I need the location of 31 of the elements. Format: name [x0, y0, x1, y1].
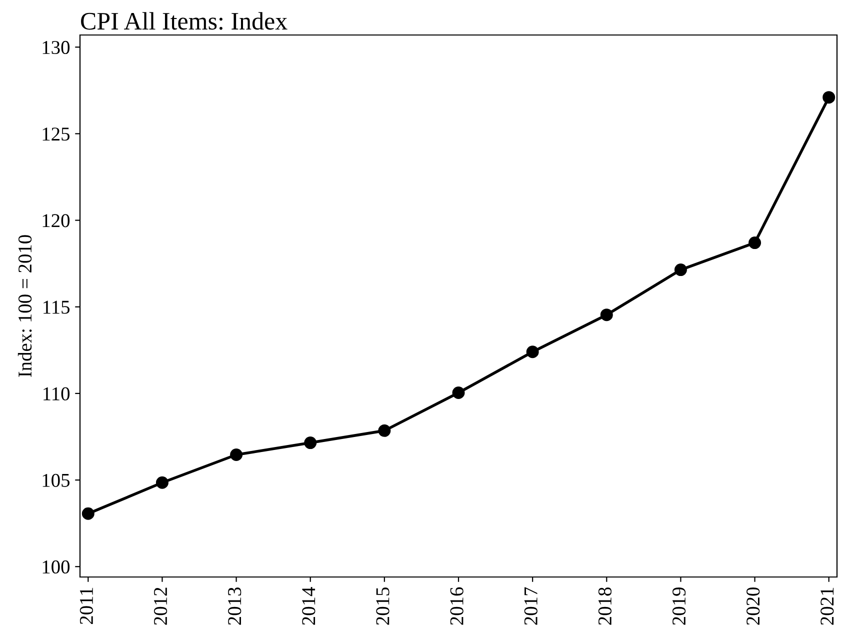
x-tick-label: 2018 — [598, 587, 612, 625]
point — [748, 236, 762, 250]
point — [82, 507, 94, 520]
x-tick-label: 2013 — [228, 587, 242, 625]
y-tick-label: 115 — [44, 300, 70, 314]
x-tick-label: 2015 — [376, 587, 390, 625]
y-tick-label: 120 — [42, 214, 70, 228]
point — [822, 91, 836, 104]
point — [526, 346, 539, 358]
x-tick-label: 2012 — [154, 588, 168, 625]
x-tick-label: 2020 — [746, 587, 760, 625]
point — [378, 424, 391, 437]
y-tick-label: 125 — [42, 128, 70, 141]
x-tick-label: 2017 — [524, 587, 538, 625]
point — [600, 308, 613, 322]
y-tick-label: 100 — [42, 560, 70, 574]
point — [156, 476, 168, 489]
x-tick-label: 2014 — [302, 587, 316, 625]
x-tick-label: 2011 — [80, 588, 94, 624]
point — [452, 386, 465, 400]
x-tick-label: 2016 — [450, 587, 464, 625]
point — [230, 448, 243, 461]
y-tick-label: 130 — [42, 40, 70, 54]
x-tick-label: 2019 — [672, 588, 686, 625]
point — [304, 436, 317, 450]
y-axis-title: Index: 100 = 2010 — [18, 235, 32, 377]
y-tick-label: 105 — [42, 474, 70, 487]
x-tick-label: 2021 — [820, 588, 834, 625]
chart-title: CPI All Items: Index — [81, 12, 288, 30]
point — [674, 264, 687, 276]
y-tick-label: 110 — [44, 387, 70, 400]
